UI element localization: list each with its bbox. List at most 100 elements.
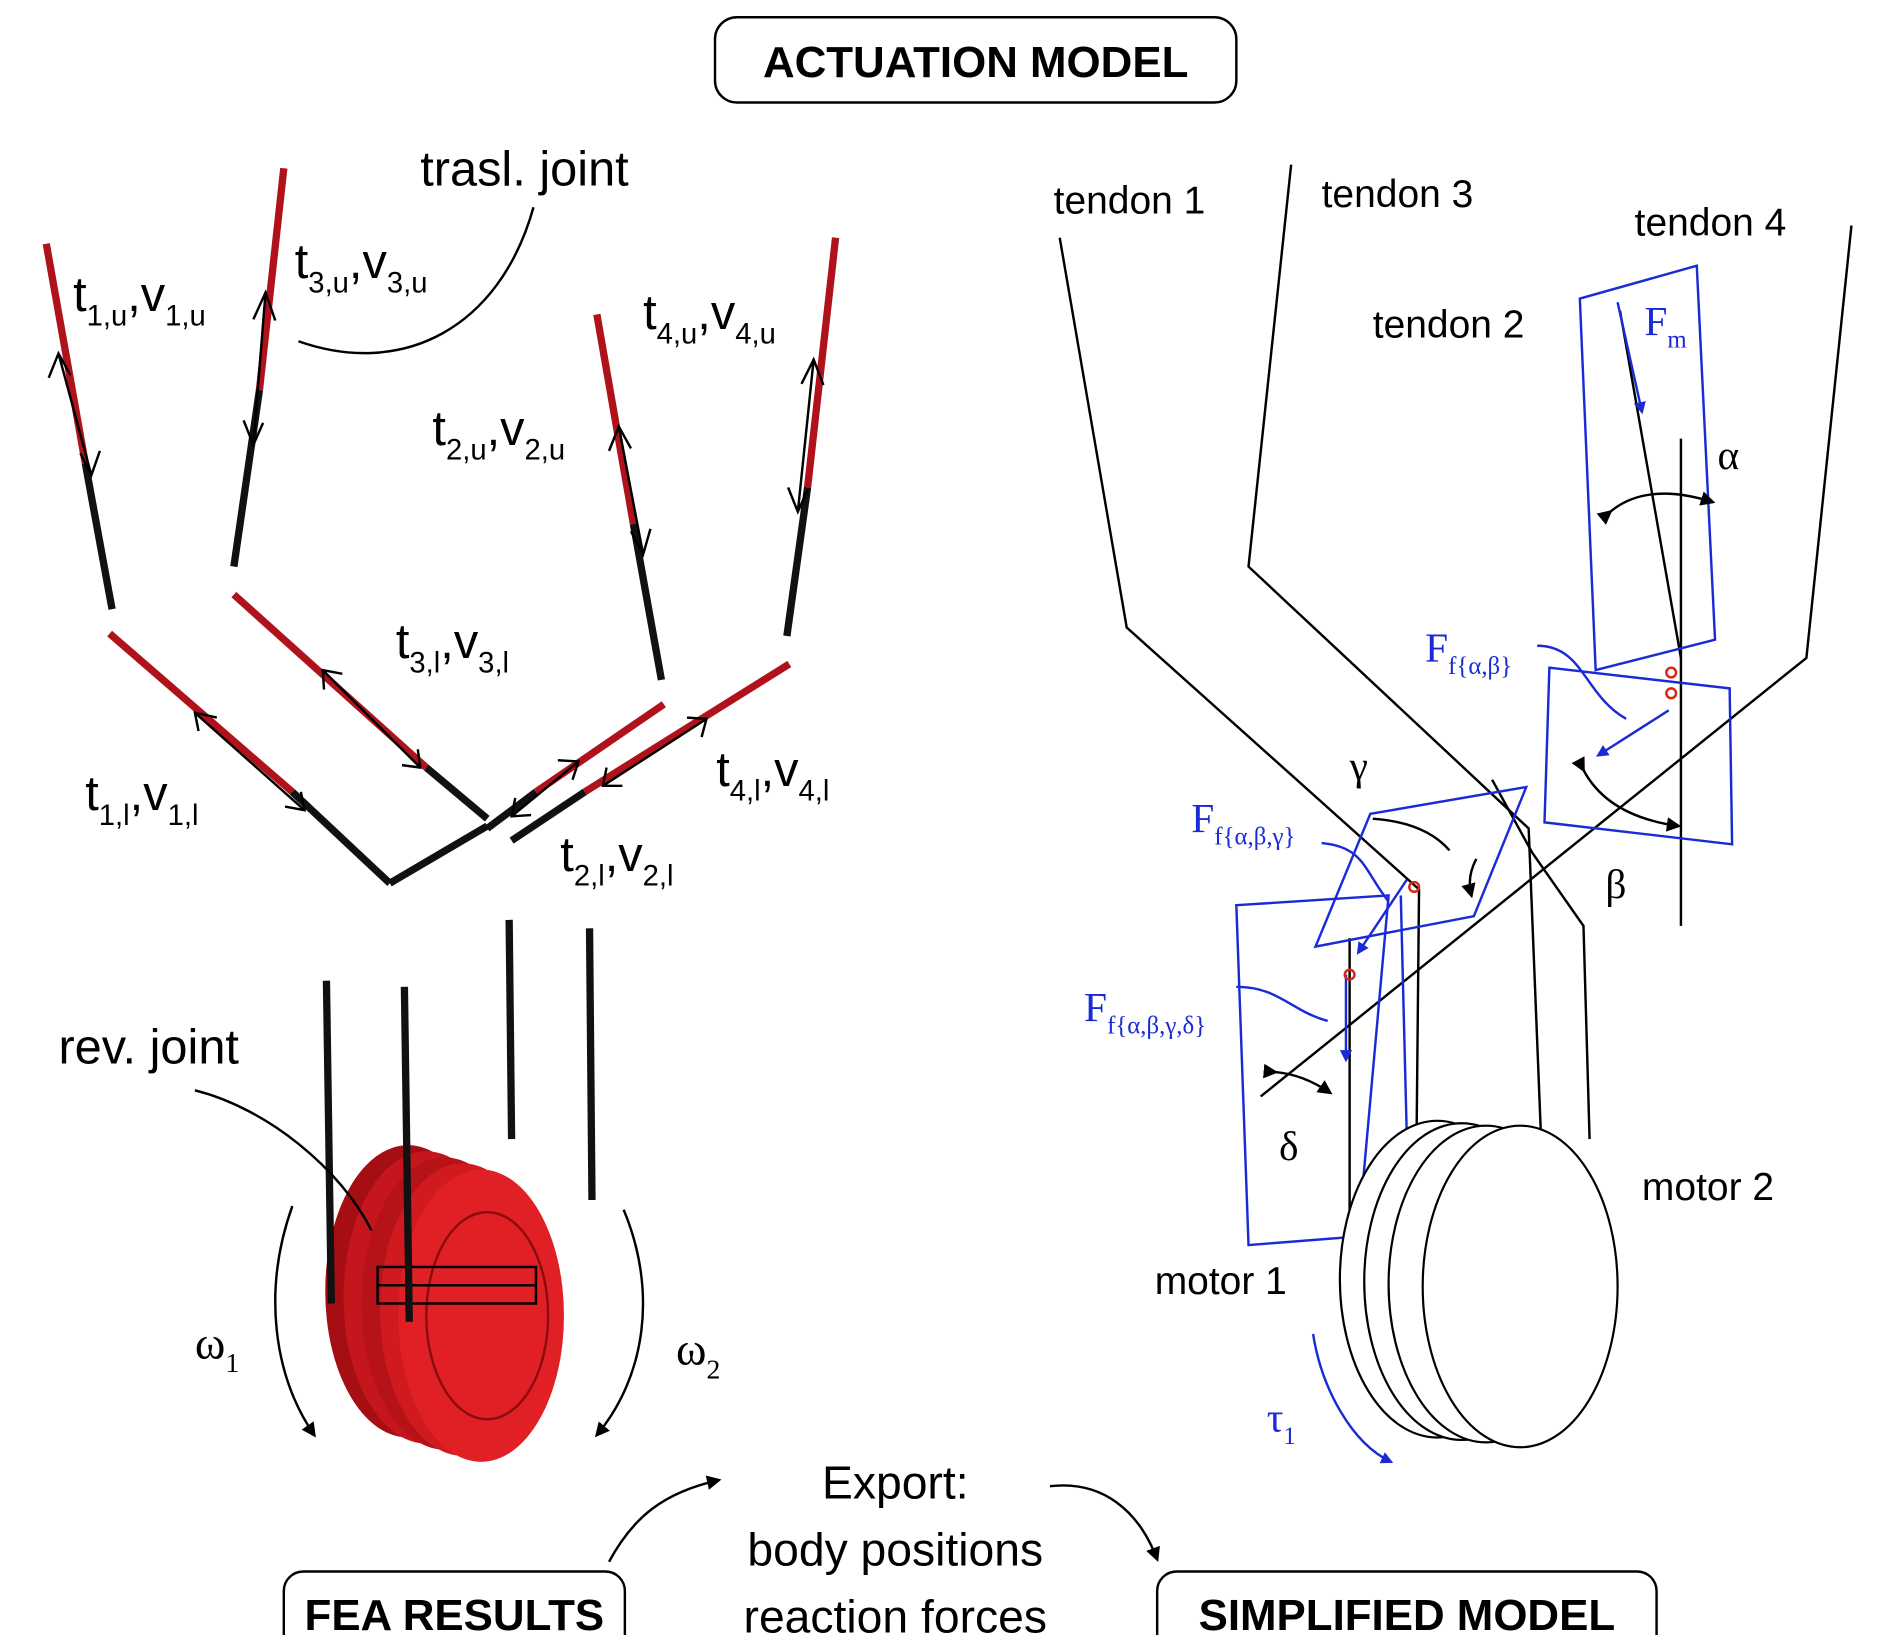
shape bbox=[231, 591, 429, 771]
tendon: tendon 2 bbox=[1373, 304, 1525, 347]
shape bbox=[194, 1089, 373, 1231]
shape bbox=[593, 313, 637, 525]
shape bbox=[601, 716, 709, 788]
subscript: 4,u bbox=[735, 319, 776, 351]
shape bbox=[1247, 164, 1543, 1134]
motor: motor 1 bbox=[1155, 1260, 1287, 1303]
subscript: f{α,β} bbox=[1448, 653, 1512, 680]
shape bbox=[193, 711, 307, 812]
shape bbox=[1665, 687, 1678, 700]
shape bbox=[783, 486, 812, 637]
main-text: F bbox=[1644, 298, 1667, 344]
torque: τ1 bbox=[1267, 1394, 1296, 1449]
shape bbox=[298, 206, 535, 355]
shape bbox=[786, 356, 825, 515]
force: Ff{α,β,γ,δ} bbox=[1084, 984, 1206, 1039]
main-text: t bbox=[560, 828, 574, 882]
shape bbox=[1313, 785, 1529, 949]
shape bbox=[47, 350, 102, 479]
subscript: 1 bbox=[1283, 1423, 1295, 1450]
shape bbox=[1665, 666, 1678, 679]
fea-results: FEA RESULTS bbox=[305, 1591, 605, 1635]
angle: γ bbox=[1349, 743, 1368, 789]
fea-model bbox=[42, 167, 840, 1462]
tendon: tendon 1 bbox=[1054, 179, 1206, 222]
angle: β bbox=[1605, 861, 1626, 907]
subscript: 1,l bbox=[168, 800, 199, 832]
shape bbox=[1408, 880, 1421, 894]
main-text: ,v bbox=[127, 268, 166, 322]
shape bbox=[533, 701, 666, 795]
shape bbox=[1321, 841, 1390, 903]
shape bbox=[387, 822, 490, 887]
shape bbox=[321, 668, 422, 769]
subscript: 1,u bbox=[165, 300, 206, 332]
shape bbox=[1338, 1119, 1619, 1449]
shape bbox=[289, 789, 393, 886]
shape bbox=[1236, 644, 1627, 1023]
subscript: 3,u bbox=[387, 268, 428, 300]
title-box bbox=[713, 16, 1238, 104]
shape bbox=[425, 1210, 550, 1421]
shape bbox=[1311, 1333, 1394, 1464]
subscript: 2,u bbox=[446, 434, 487, 466]
main-text: ,v bbox=[349, 235, 388, 289]
shape bbox=[423, 764, 490, 822]
tendon-label: t3,l,v3,l bbox=[396, 615, 509, 680]
shape bbox=[107, 630, 295, 795]
shape bbox=[398, 1169, 564, 1462]
subscript: 3,l bbox=[409, 648, 440, 680]
main-text: F bbox=[1084, 984, 1107, 1030]
main-text: ,v bbox=[487, 402, 526, 456]
shape bbox=[400, 986, 413, 1322]
shape bbox=[1537, 644, 1627, 720]
force: Fm bbox=[1644, 298, 1686, 353]
shape bbox=[1049, 1484, 1160, 1563]
simplified-box bbox=[1155, 1570, 1658, 1635]
shape bbox=[81, 462, 116, 610]
subscript: 4,u bbox=[657, 319, 698, 351]
shape bbox=[325, 1145, 564, 1462]
tendon-label: t4,l,v4,l bbox=[716, 743, 829, 808]
note: rev. joint bbox=[58, 1021, 239, 1075]
tendon-label: t4,u,v4,u bbox=[643, 286, 776, 351]
angle: α bbox=[1717, 432, 1739, 478]
main-text: t bbox=[716, 743, 730, 797]
subscript: 3,l bbox=[478, 648, 509, 680]
subscript: f{α,β,γ} bbox=[1214, 824, 1295, 851]
shape bbox=[594, 1209, 645, 1438]
main-text: F bbox=[1191, 795, 1214, 841]
shape bbox=[1491, 779, 1591, 1140]
shape bbox=[1343, 968, 1356, 981]
shape bbox=[1543, 666, 1734, 846]
tendon: tendon 4 bbox=[1635, 201, 1787, 244]
shape bbox=[629, 523, 666, 681]
subscript: 2 bbox=[706, 1354, 720, 1385]
main-text: ω bbox=[195, 1318, 225, 1369]
speed: ω1 bbox=[195, 1318, 239, 1379]
shape bbox=[607, 423, 652, 558]
shape bbox=[1618, 310, 1683, 659]
shape bbox=[585, 928, 596, 1201]
shape bbox=[1263, 1063, 1333, 1095]
shape bbox=[1578, 264, 1717, 672]
motor: motor 2 bbox=[1642, 1166, 1774, 1209]
main-text: t bbox=[643, 286, 657, 340]
force: Ff{α,β} bbox=[1425, 625, 1512, 680]
tendon-label: t2,l,v2,l bbox=[560, 828, 673, 893]
export-text: Export: bbox=[822, 1456, 969, 1508]
main-text: ,v bbox=[605, 828, 644, 882]
tendon: tendon 3 bbox=[1322, 173, 1474, 216]
subscript: 2,l bbox=[643, 861, 674, 893]
shape bbox=[1399, 895, 1409, 1140]
subscript: f{α,β,γ,δ} bbox=[1107, 1012, 1206, 1039]
main-text: ω bbox=[676, 1324, 706, 1375]
shape bbox=[1058, 237, 1421, 1255]
tendon-label: t1,u,v1,u bbox=[73, 268, 206, 333]
speed: ω2 bbox=[676, 1324, 720, 1385]
force: Ff{α,β,γ} bbox=[1191, 795, 1295, 850]
subscript: 4,l bbox=[730, 775, 761, 807]
shape bbox=[274, 1205, 316, 1438]
main-text: ,v bbox=[697, 286, 736, 340]
shape bbox=[505, 919, 516, 1140]
